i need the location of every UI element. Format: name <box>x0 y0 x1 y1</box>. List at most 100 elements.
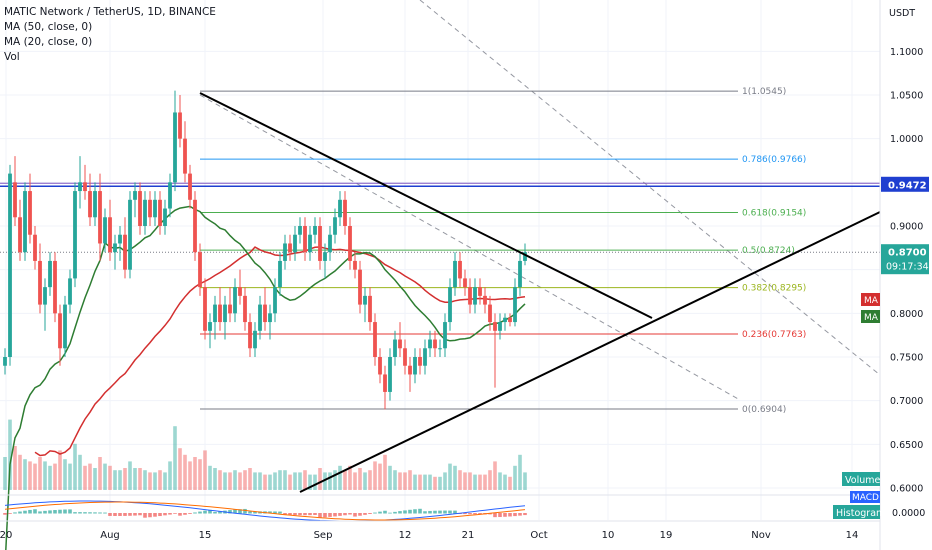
candle-body <box>428 339 432 349</box>
volume-bar <box>63 459 67 490</box>
volume-bar <box>408 470 412 490</box>
volume-bar <box>178 448 182 490</box>
time-axis-label: 14 <box>846 530 859 541</box>
macd-tag[interactable] <box>850 491 880 503</box>
volume-tag[interactable] <box>842 472 880 486</box>
candle-body <box>508 317 512 323</box>
macd-histogram-bar <box>203 510 207 514</box>
time-axis-label: 21 <box>462 530 475 541</box>
macd-histogram-bar <box>448 510 452 514</box>
macd-histogram-bar <box>328 513 332 517</box>
volume-bar <box>293 472 297 490</box>
volume-bar <box>438 476 442 490</box>
macd-histogram-bar <box>153 513 157 517</box>
candle-body <box>78 182 82 192</box>
candle-body <box>18 217 22 253</box>
countdown-label: 09:17:34 <box>886 262 929 273</box>
volume-bar <box>248 468 252 490</box>
volume-bar <box>303 470 307 490</box>
candle-body <box>48 260 52 288</box>
volume-bar <box>263 474 267 490</box>
volume-bar <box>368 470 372 490</box>
legend-ma50[interactable]: MA (50, close, 0) <box>4 21 93 33</box>
macd-histogram-bar <box>308 513 312 516</box>
candle-body <box>333 217 337 235</box>
candle-body <box>268 313 272 323</box>
volume-bar <box>218 470 222 490</box>
volume-bar <box>148 472 152 490</box>
macd-histogram-bar <box>58 509 62 514</box>
candle-body <box>393 339 397 357</box>
candle-body <box>458 260 462 279</box>
candle-body <box>223 304 227 323</box>
macd-histogram-bar <box>523 513 527 516</box>
volume-bar <box>93 468 97 490</box>
candle-body <box>293 234 297 253</box>
volume-bar <box>463 472 467 490</box>
last-price-tag <box>881 244 929 275</box>
time-axis-label: Aug <box>100 530 120 541</box>
macd-histogram-bar <box>78 512 82 514</box>
volume-bar <box>288 474 292 490</box>
macd-histogram-bar <box>413 509 417 514</box>
volume-bar <box>73 443 77 490</box>
candle-body <box>138 191 142 226</box>
volume-bar <box>338 465 342 490</box>
histogram-tag[interactable] <box>833 505 880 519</box>
fib-level-label: 0.5(0.8724) <box>742 246 795 256</box>
candle-body <box>313 226 317 235</box>
ma50-tag[interactable] <box>861 293 880 306</box>
macd-histogram-bar <box>478 513 482 515</box>
macd-histogram-bar <box>23 510 27 514</box>
macd-histogram-bar <box>268 511 272 514</box>
macd-tick-label: 0.0000 <box>892 508 925 519</box>
price-tick-label: 0.9000 <box>890 222 923 233</box>
volume-bar <box>68 463 72 490</box>
volume-bar <box>98 457 102 490</box>
volume-bar <box>493 461 497 490</box>
macd-histogram-bar <box>178 513 182 516</box>
macd-histogram-bar <box>48 510 52 514</box>
candle-body <box>243 295 247 323</box>
candle-body <box>388 357 392 392</box>
macd-histogram-bar <box>403 510 407 514</box>
legend-ma20[interactable]: MA (20, close, 0) <box>4 36 93 48</box>
candle-body <box>488 304 492 323</box>
volume-bar <box>328 472 332 490</box>
legend-volume[interactable]: Vol <box>4 51 20 63</box>
macd-histogram-bar <box>33 509 37 514</box>
macd-histogram-bar <box>103 512 107 514</box>
macd-histogram-bar <box>98 512 102 514</box>
macd-histogram-bar <box>283 513 287 515</box>
macd-histogram-bar <box>318 513 322 518</box>
volume-bar <box>388 465 392 490</box>
candle-body <box>38 260 42 305</box>
volume-bar <box>38 457 42 490</box>
volume-bar <box>133 468 137 490</box>
candle-body <box>288 243 292 253</box>
candle-body <box>143 199 147 226</box>
volume-bar <box>383 454 387 490</box>
macd-histogram-bar <box>53 510 57 514</box>
volume-bar <box>88 463 92 490</box>
macd-histogram-bar <box>188 513 192 514</box>
macd-histogram-bar <box>8 513 12 514</box>
macd-histogram-bar <box>503 513 507 517</box>
time-axis-label: Oct <box>530 530 547 541</box>
volume-bar <box>138 468 142 490</box>
volume-bar <box>123 468 127 490</box>
volume-bar <box>118 470 122 490</box>
volume-bar <box>173 426 177 490</box>
ma20-tag[interactable] <box>861 310 880 323</box>
macd-histogram-bar <box>493 513 497 518</box>
macd-histogram-bar <box>378 511 382 514</box>
macd-histogram-bar <box>93 512 97 514</box>
last-price-tag-label: 0.8700 <box>888 248 927 259</box>
macd-histogram-bar <box>508 513 512 517</box>
volume-bar <box>398 472 402 490</box>
candle-body <box>228 304 232 314</box>
volume-bar <box>258 472 262 490</box>
candle-body <box>218 304 222 323</box>
volume-bar <box>273 472 277 490</box>
